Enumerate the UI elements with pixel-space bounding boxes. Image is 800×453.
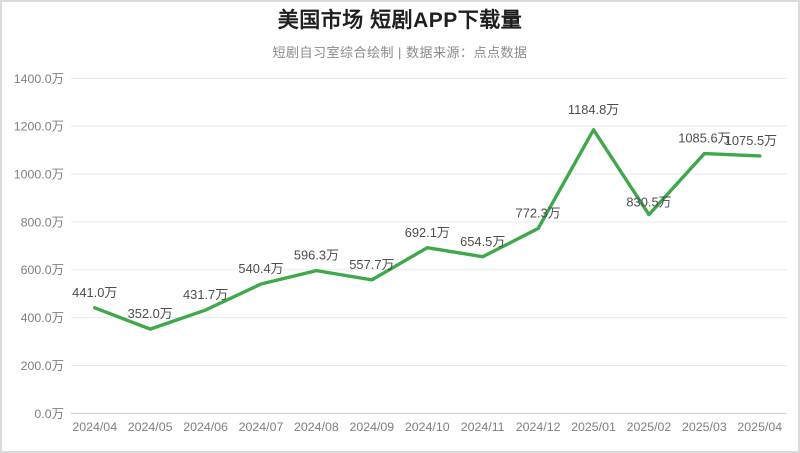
y-tick-label: 1200.0万 [14, 120, 64, 134]
data-point-label: 772.3万 [516, 206, 561, 221]
data-point-label: 596.3万 [294, 248, 339, 263]
y-tick-label: 200.0万 [21, 359, 64, 373]
x-tick-label: 2025/02 [627, 420, 672, 434]
data-point-label: 441.0万 [72, 285, 117, 300]
data-point-label: 830.5万 [626, 195, 671, 210]
y-tick-label: 1400.0万 [14, 72, 64, 86]
data-point-label: 1075.5万 [725, 133, 777, 148]
x-tick-label: 2024/11 [461, 420, 505, 434]
data-point-label: 654.5万 [460, 234, 505, 249]
y-tick-label: 1000.0万 [14, 167, 64, 181]
data-point-label: 1184.8万 [568, 102, 619, 117]
data-point-label: 540.4万 [238, 261, 283, 276]
x-tick-label: 2024/04 [72, 420, 117, 434]
data-point-label: 692.1万 [405, 225, 450, 240]
downloads-series-line [93, 128, 762, 331]
y-tick-label: 600.0万 [21, 263, 64, 277]
x-tick-label: 2024/06 [183, 420, 228, 434]
data-point-label: 557.7万 [349, 257, 394, 272]
data-point-label: 1085.6万 [678, 131, 730, 146]
x-tick-label: 2024/10 [405, 420, 450, 434]
y-tick-label: 800.0万 [21, 215, 64, 229]
y-tick-label: 400.0万 [21, 311, 64, 325]
x-tick-label: 2024/08 [294, 420, 339, 434]
x-tick-label: 2025/01 [571, 420, 616, 434]
data-point-label: 352.0万 [128, 306, 173, 321]
data-point-label: 431.7万 [183, 287, 228, 302]
x-tick-label: 2024/09 [349, 420, 394, 434]
x-tick-label: 2024/05 [128, 420, 173, 434]
x-tick-label: 2025/03 [682, 420, 727, 434]
x-tick-label: 2024/12 [516, 420, 561, 434]
y-tick-label: 0.0万 [34, 407, 64, 421]
x-tick-label: 2025/04 [737, 420, 782, 434]
x-tick-label: 2024/07 [239, 420, 284, 434]
